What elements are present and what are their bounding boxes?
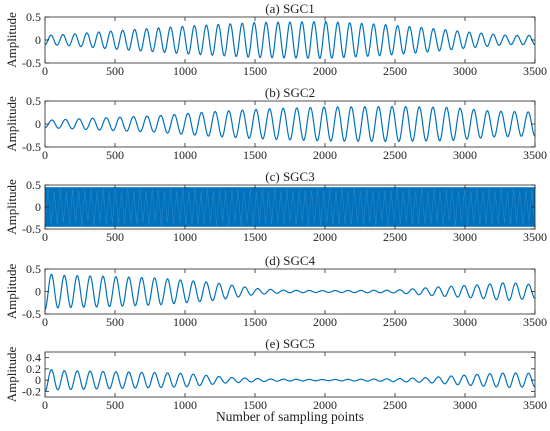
x-tick-label: 2000 (313, 230, 337, 244)
x-tick-label: 2000 (313, 315, 337, 329)
y-axis-label: Amplitude (4, 12, 19, 68)
signal-line (44, 105, 536, 143)
y-tick-label: -0.2 (22, 384, 41, 398)
y-tick-label: -0.5 (22, 140, 41, 154)
x-tick-label: 1500 (243, 230, 267, 244)
y-tick-label: -0.5 (22, 307, 41, 321)
subplots: (a) SGC1 Amplitude 0 500 1000 1500 2000 2500 300… (4, 1, 547, 412)
x-tick-label: 3500 (523, 64, 547, 78)
x-tick-label: 2500 (383, 148, 407, 162)
x-tick-label: 3500 (523, 315, 547, 329)
subplot-1: (a) SGC1 Amplitude 0 500 1000 1500 2000 2500 300… (4, 1, 547, 78)
y-tick-label: 0.5 (26, 94, 41, 108)
x-tick-label: 500 (106, 64, 124, 78)
y-axis-label: Amplitude (4, 179, 19, 235)
subplot-5: (e) SGC5 Amplitude 0 500 1000 1500 2000 2500 300… (4, 336, 547, 412)
x-tick-label: 3000 (453, 64, 477, 78)
x-tick-label: 3500 (523, 230, 547, 244)
subplot-title: (c) SGC3 (265, 169, 314, 184)
x-tick-label: 1500 (243, 398, 267, 412)
axes-box (44, 268, 536, 315)
y-axis-label: Amplitude (4, 96, 19, 152)
x-tick-label: 500 (106, 230, 124, 244)
x-tick-label: 2500 (383, 398, 407, 412)
subplot-title: (b) SGC2 (265, 85, 315, 100)
y-tick-label: 0.5 (26, 10, 41, 24)
y-axis-label: Amplitude (4, 346, 19, 402)
x-tick-label: 0 (42, 230, 48, 244)
y-tick-label: 0 (35, 200, 41, 214)
x-tick-label: 0 (42, 64, 48, 78)
y-tick-label: -0.5 (22, 222, 41, 236)
x-tick-label: 1500 (243, 64, 267, 78)
y-tick-label: 0.2 (26, 362, 41, 376)
axes-box (44, 16, 536, 64)
subplot-3: (c) SGC3 Amplitude 0 500 1000 1500 2000 2500 300… (4, 169, 547, 244)
x-tick-label: 500 (106, 315, 124, 329)
y-tick-label: 0 (35, 373, 41, 387)
y-tick-label: 0 (35, 117, 41, 131)
x-tick-label: 1000 (173, 398, 197, 412)
x-tick-label: 1000 (173, 230, 197, 244)
x-tick-label: 3000 (453, 398, 477, 412)
x-tick-label: 500 (106, 148, 124, 162)
x-axis-label: Number of sampling points (216, 409, 364, 424)
x-tick-label: 500 (106, 398, 124, 412)
signal-line (44, 369, 536, 392)
x-tick-label: 3500 (523, 148, 547, 162)
x-tick-label: 1500 (243, 148, 267, 162)
x-tick-label: 0 (42, 148, 48, 162)
signal-line (44, 21, 536, 59)
x-tick-label: 3000 (453, 230, 477, 244)
x-tick-label: 1000 (173, 315, 197, 329)
x-tick-label: 3000 (453, 315, 477, 329)
y-tick-label: 0.4 (26, 351, 41, 365)
subplot-title: (a) SGC1 (265, 1, 314, 16)
subplot-2: (b) SGC2 Amplitude 0 500 1000 1500 2000 2500 300… (4, 85, 547, 162)
dense-signal-texture (44, 187, 536, 227)
y-tick-label: 0 (35, 33, 41, 47)
subplot-4: (d) SGC4 Amplitude 0 500 1000 1500 2000 2500 300… (4, 253, 547, 329)
x-tick-label: 3500 (523, 398, 547, 412)
y-tick-label: -0.5 (22, 56, 41, 70)
y-tick-label: 0 (35, 285, 41, 299)
x-tick-label: 2500 (383, 230, 407, 244)
x-tick-label: 2500 (383, 315, 407, 329)
signal-line (44, 273, 536, 310)
x-tick-label: 1500 (243, 315, 267, 329)
axes-box (44, 351, 536, 398)
y-tick-label: 0.5 (26, 262, 41, 276)
x-tick-label: 2000 (313, 64, 337, 78)
y-tick-label: 0.5 (26, 178, 41, 192)
x-tick-label: 0 (42, 315, 48, 329)
x-tick-label: 2500 (383, 64, 407, 78)
x-tick-label: 3000 (453, 148, 477, 162)
x-tick-label: 2000 (313, 148, 337, 162)
y-axis-label: Amplitude (4, 263, 19, 319)
subplot-title: (d) SGC4 (265, 253, 316, 268)
x-tick-label: 2000 (313, 398, 337, 412)
x-tick-label: 0 (42, 398, 48, 412)
x-tick-label: 1000 (173, 64, 197, 78)
x-tick-label: 1000 (173, 148, 197, 162)
subplot-title: (e) SGC5 (265, 336, 314, 351)
